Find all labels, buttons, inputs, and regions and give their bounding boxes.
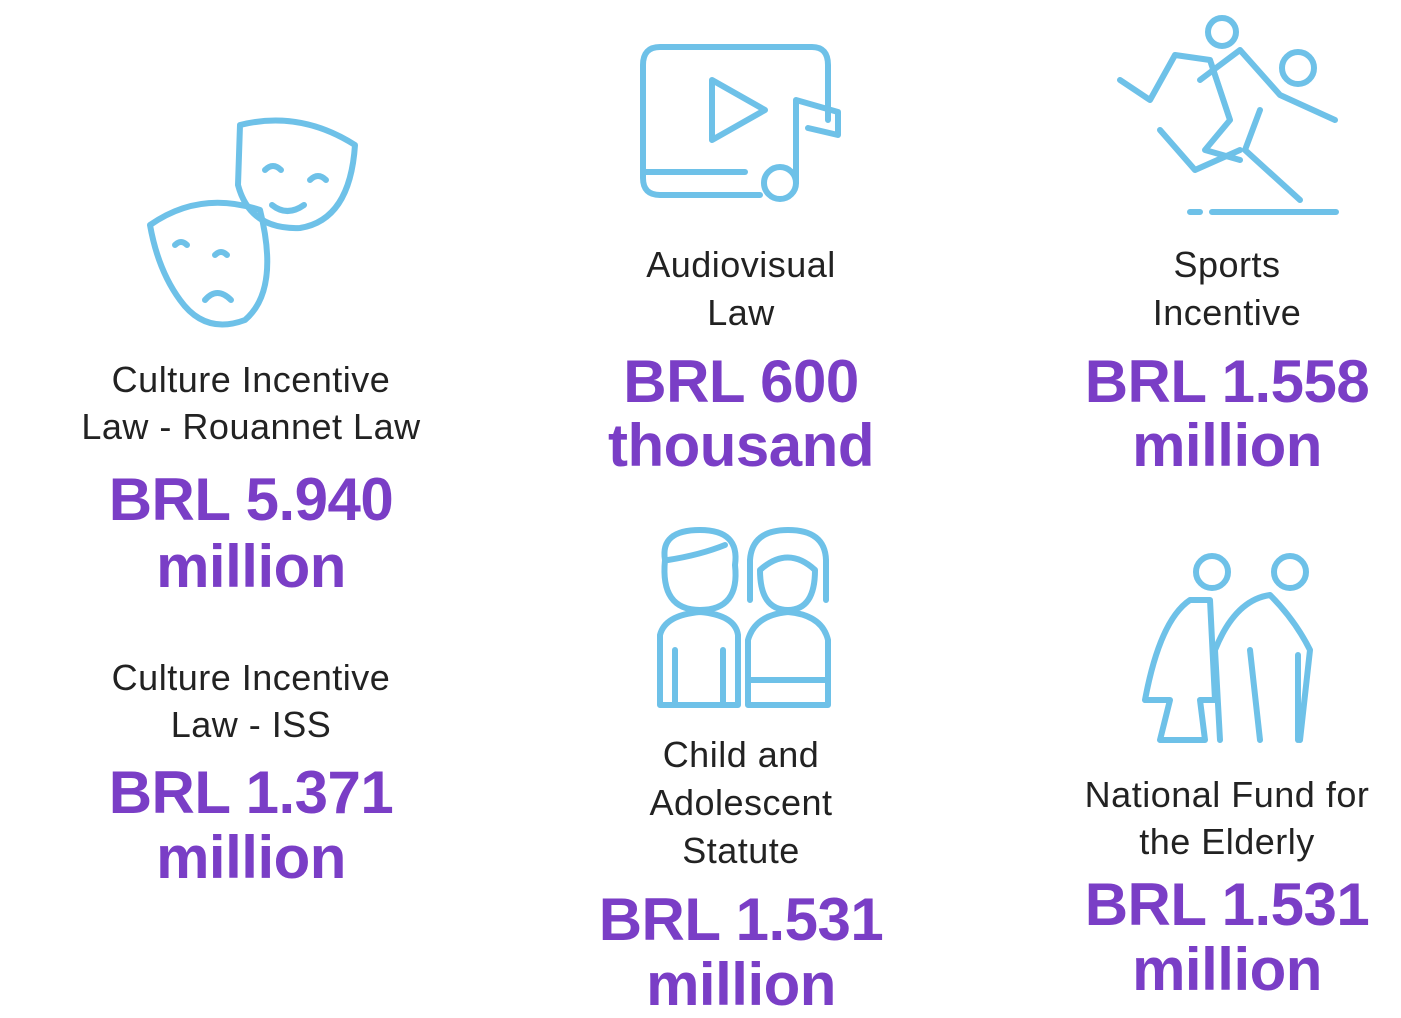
item-amount: million (1132, 936, 1322, 1003)
item-amount: BRL 1.531 (598, 886, 884, 953)
item-amount: million (156, 824, 346, 891)
item-label: Sports (1173, 244, 1281, 285)
sports-icon (1117, 15, 1339, 215)
item-label: Child and (662, 734, 820, 775)
item-label: Culture Incentive (111, 657, 391, 698)
item-label: Audiovisual (646, 244, 836, 285)
item-label: Incentive (1152, 292, 1302, 333)
item-amount: BRL 600 (623, 348, 859, 415)
item-label: Law - Rouannet Law (81, 406, 421, 447)
item-label: Law - ISS (170, 704, 332, 745)
item-label: Law (707, 292, 775, 333)
item-amount: BRL 5.940 (108, 466, 394, 533)
item-amount: BRL 1.371 (108, 759, 394, 826)
item-label: the Elderly (1139, 821, 1315, 862)
item-amount: thousand (608, 412, 874, 479)
item-label: National Fund for (1084, 774, 1370, 815)
audiovisual-icon (640, 44, 841, 202)
theater-masks-icon (147, 117, 358, 328)
children-icon (657, 527, 831, 708)
item-amount: million (156, 533, 346, 600)
item-label: Statute (682, 830, 800, 871)
item-amount: million (1132, 412, 1322, 479)
item-amount: BRL 1.531 (1084, 871, 1370, 938)
item-label: Culture Incentive (111, 359, 391, 400)
item-label: Adolescent (649, 782, 833, 823)
item-amount: BRL 1.558 (1084, 348, 1370, 415)
elderly-icon (1142, 553, 1313, 743)
